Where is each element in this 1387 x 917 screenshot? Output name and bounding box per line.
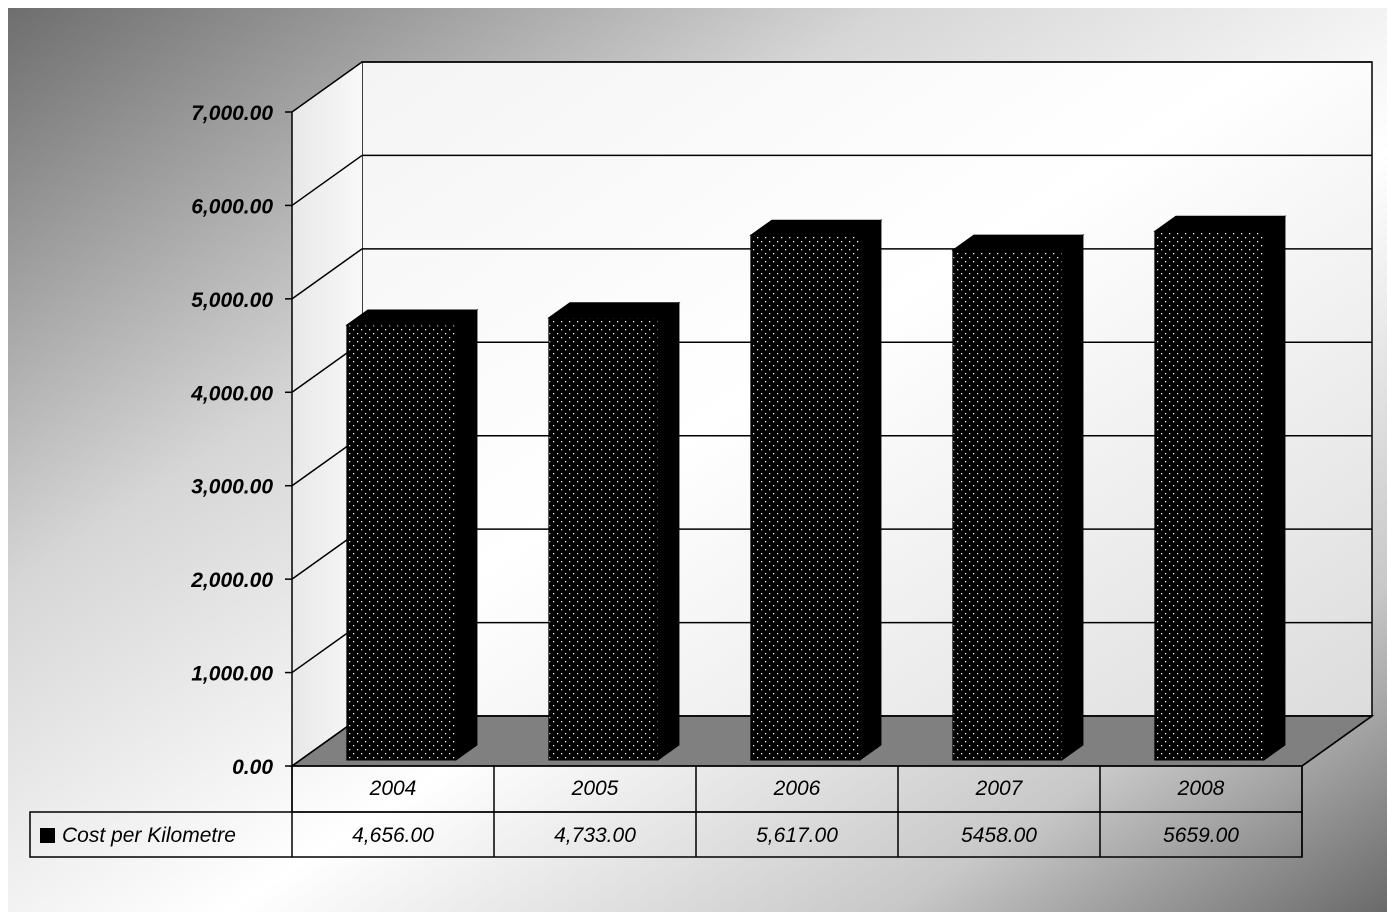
bar-top: [749, 219, 883, 236]
y-tick-label: 5,000.00: [191, 289, 273, 312]
bar-top: [951, 234, 1085, 251]
bar-top: [547, 302, 681, 319]
bar-side: [657, 301, 680, 761]
bar-side: [455, 309, 478, 761]
data-value-label: 4,656.00: [352, 824, 434, 847]
gridline-side: [291, 154, 363, 207]
data-value-label: 5659.00: [1163, 824, 1239, 847]
bar-side: [859, 219, 882, 761]
legend-key: [40, 828, 55, 843]
bar-side: [1061, 234, 1084, 761]
bar-side: [1263, 215, 1286, 761]
side-wall: [292, 62, 362, 766]
bar-front: [1154, 230, 1265, 761]
y-tick-label: 0.00: [232, 756, 273, 779]
y-tick-label: 3,000.00: [191, 476, 273, 499]
y-tick-label: 6,000.00: [191, 195, 273, 218]
data-table: 2004 4,656.00 2005 4,733.00 2006 5,617.00 2007…: [29, 715, 1373, 858]
bar-front: [346, 324, 457, 761]
bar-2005: [547, 301, 681, 761]
bar-2008: [1153, 215, 1287, 761]
x-tick-label: 2008: [1177, 777, 1225, 800]
y-axis: 0.00 1,000.00 2,000.00 3,000.00 4,000.00 5,00…: [190, 102, 292, 779]
data-value-label: 5458.00: [961, 824, 1037, 847]
bar-2004: [345, 309, 479, 761]
bar-front: [952, 249, 1063, 761]
gridline-side: [291, 248, 363, 300]
x-tick-label: 2006: [773, 777, 821, 800]
data-value-label: 4,733.00: [554, 824, 636, 847]
y-tick-label: 2,000.00: [190, 569, 273, 592]
bar-front: [750, 234, 861, 761]
y-tick-label: 1,000.00: [191, 663, 273, 686]
x-tick-label: 2004: [369, 777, 417, 800]
gridline-side: [291, 61, 363, 113]
y-tick-label: 4,000.00: [190, 382, 273, 405]
data-value-label: 5,617.00: [756, 824, 838, 847]
x-tick-label: 2005: [571, 777, 619, 800]
bar-front: [548, 317, 659, 761]
bar-top: [345, 309, 479, 326]
x-tick-label: 2007: [975, 777, 1024, 800]
y-tick-label: 7,000.00: [191, 102, 273, 125]
floor-edge: [1301, 715, 1373, 767]
legend-label: Cost per Kilometre: [62, 824, 236, 847]
bars: [345, 215, 1287, 761]
bar-top: [1153, 215, 1287, 232]
bar-2006: [749, 219, 883, 761]
bar-2007: [951, 234, 1085, 761]
